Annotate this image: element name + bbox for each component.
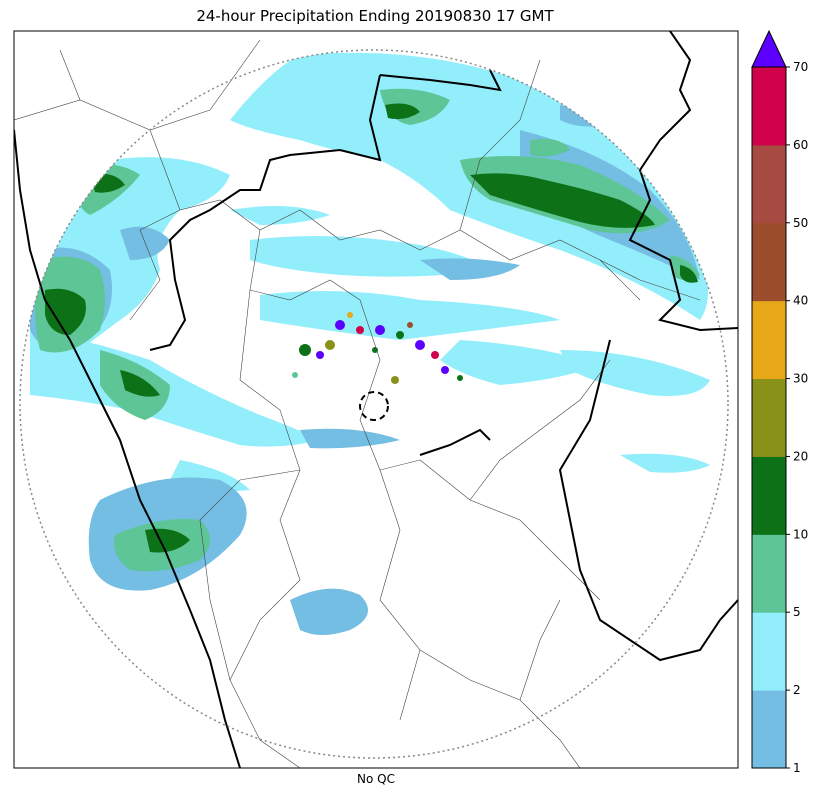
colorbar-segment [752,690,786,769]
map-title: 24-hour Precipitation Ending 20190830 17… [196,7,554,25]
colorbar-segment [752,67,786,146]
colorbar: 1 2 5 10 20 30 40 50 60 70 [751,29,808,775]
colorbar-tick-label: 50 [793,216,808,230]
colorbar-tick-label: 20 [793,449,808,463]
colorbar-segment [752,534,786,613]
colorbar-tick-label: 40 [793,294,808,308]
convective-cells [292,312,463,384]
radar-site-marker [359,391,389,421]
colorbar-tick-label: 70 [793,60,808,74]
radar-map [13,30,739,769]
colorbar-tick-label: 30 [793,372,808,386]
state-boundaries [14,31,738,768]
colorbar-tick-label: 5 [793,605,801,619]
range-ring [19,49,729,759]
colorbar-segment [752,300,786,380]
map-frame [13,30,739,769]
colorbar-segment [752,612,786,691]
district-boundaries [14,39,701,768]
colorbar-segment [752,456,786,535]
colorbar-extend-arrow [751,29,787,68]
colorbar-tick-label: 10 [793,527,808,541]
x-axis-label: No QC [357,772,395,786]
precipitation-field [29,52,710,635]
precip-2-5 [30,52,710,492]
colorbar-segment [752,222,786,302]
colorbar-tick-label: 60 [793,138,808,152]
colorbar-segment [752,144,786,224]
colorbar-tick-label: 2 [793,683,801,697]
colorbar-tick-label: 1 [793,761,801,775]
colorbar-outline [751,66,787,769]
colorbar-segment [752,378,786,457]
